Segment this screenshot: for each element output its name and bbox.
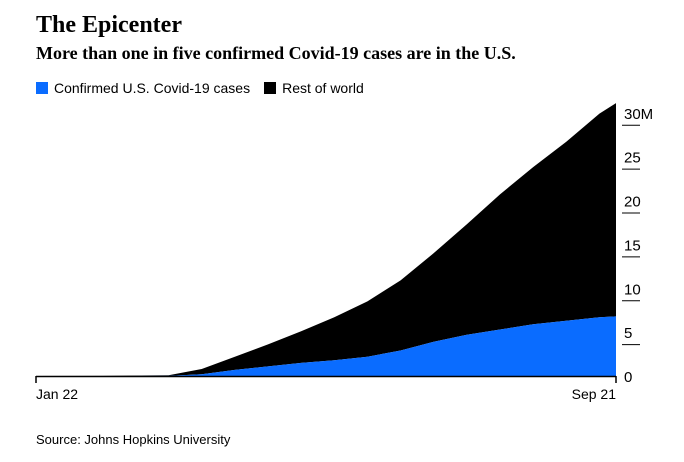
chart-title: The Epicenter bbox=[36, 12, 182, 38]
legend-item-world: Rest of world bbox=[264, 80, 364, 96]
y-tick-label: 20 bbox=[624, 194, 641, 211]
x-tick-label: Jan 22 bbox=[36, 386, 78, 402]
legend-swatch-us bbox=[36, 82, 48, 94]
y-tick-label: 0 bbox=[624, 369, 632, 386]
y-tick-label: 25 bbox=[624, 150, 641, 167]
legend: Confirmed U.S. Covid-19 cases Rest of wo… bbox=[36, 80, 364, 96]
y-tick-label: 5 bbox=[624, 325, 632, 342]
legend-item-us: Confirmed U.S. Covid-19 cases bbox=[36, 80, 250, 96]
source-note: Source: Johns Hopkins University bbox=[36, 432, 231, 447]
legend-label-us: Confirmed U.S. Covid-19 cases bbox=[54, 80, 251, 96]
series-rest-of-world-area bbox=[36, 103, 616, 376]
legend-label-world: Rest of world bbox=[282, 80, 364, 96]
chart-subtitle: More than one in five confirmed Covid-19… bbox=[36, 43, 516, 63]
y-tick-label: 30M bbox=[624, 106, 653, 123]
x-tick-label: Sep 21 bbox=[572, 386, 617, 402]
y-tick-label: 10 bbox=[624, 281, 641, 298]
legend-swatch-world bbox=[264, 82, 277, 94]
series-us-area bbox=[36, 316, 616, 376]
y-tick-label: 15 bbox=[624, 237, 641, 254]
